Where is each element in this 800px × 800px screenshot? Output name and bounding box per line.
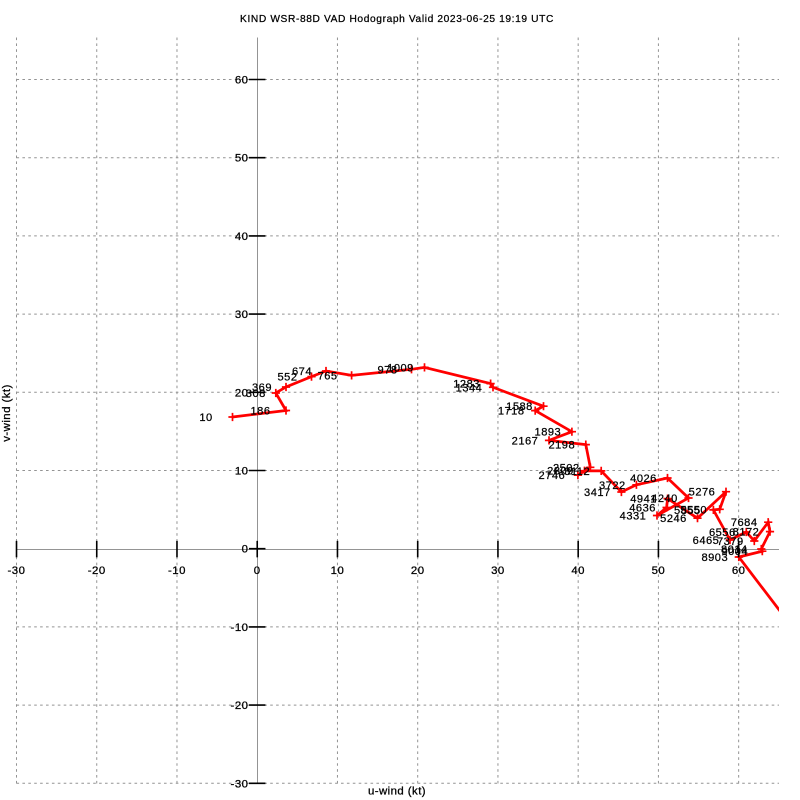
svg-text:5246: 5246	[660, 513, 687, 525]
svg-text:978: 978	[377, 364, 397, 376]
svg-text:5855: 5855	[674, 505, 701, 517]
svg-text:3417: 3417	[584, 487, 611, 499]
svg-text:369: 369	[252, 382, 272, 394]
svg-text:1718: 1718	[498, 406, 525, 418]
svg-text:308: 308	[246, 388, 266, 400]
svg-text:1344: 1344	[456, 382, 483, 394]
svg-text:2809: 2809	[547, 466, 574, 478]
svg-text:3112: 3112	[564, 466, 590, 478]
svg-text:u-wind (kt): u-wind (kt)	[368, 786, 426, 798]
svg-text:4240: 4240	[651, 493, 678, 505]
svg-text:674: 674	[292, 366, 312, 378]
svg-text:9004: 9004	[721, 546, 748, 558]
svg-text:v-wind (kt): v-wind (kt)	[1, 384, 13, 441]
svg-text:10: 10	[331, 565, 345, 577]
svg-text:60: 60	[235, 75, 249, 87]
svg-text:1009: 1009	[387, 362, 414, 374]
svg-text:4636: 4636	[629, 503, 656, 515]
svg-text:0: 0	[254, 565, 261, 577]
svg-text:0: 0	[242, 544, 249, 556]
svg-text:50: 50	[235, 153, 249, 165]
svg-text:2746: 2746	[539, 470, 566, 482]
svg-text:-10: -10	[168, 565, 186, 577]
svg-text:30: 30	[235, 309, 249, 321]
svg-text:60: 60	[732, 565, 746, 577]
svg-text:30: 30	[491, 565, 505, 577]
svg-text:6556: 6556	[709, 527, 736, 539]
svg-text:8903: 8903	[701, 552, 728, 564]
svg-text:50: 50	[652, 565, 666, 577]
svg-text:8172: 8172	[733, 527, 760, 539]
svg-text:10: 10	[199, 412, 212, 424]
svg-text:7684: 7684	[731, 517, 758, 529]
svg-text:2502: 2502	[553, 462, 580, 474]
svg-text:4331: 4331	[620, 511, 647, 523]
svg-text:4026: 4026	[630, 473, 657, 485]
svg-text:-20: -20	[231, 700, 249, 712]
svg-text:3722: 3722	[599, 480, 626, 492]
svg-text:4941: 4941	[630, 494, 657, 506]
svg-text:1893: 1893	[535, 427, 562, 439]
svg-text:40: 40	[235, 231, 249, 243]
svg-text:2198: 2198	[548, 440, 575, 452]
svg-text:10: 10	[235, 466, 249, 478]
svg-text:-20: -20	[88, 565, 106, 577]
svg-text:1588: 1588	[506, 401, 533, 413]
svg-text:20: 20	[235, 387, 249, 399]
svg-text:6465: 6465	[693, 535, 720, 547]
svg-text:40: 40	[571, 565, 585, 577]
svg-text:2167: 2167	[512, 435, 539, 447]
svg-text:7379: 7379	[717, 536, 744, 548]
svg-text:1283: 1283	[453, 379, 480, 391]
svg-text:8014: 8014	[721, 544, 748, 556]
svg-text:552: 552	[277, 372, 297, 384]
svg-text:-10: -10	[231, 622, 249, 634]
svg-text:KIND WSR-88D VAD Hodograph Val: KIND WSR-88D VAD Hodograph Valid 2023-06…	[240, 14, 554, 25]
svg-text:-30: -30	[231, 778, 249, 790]
svg-text:186: 186	[250, 406, 270, 418]
svg-text:5550: 5550	[680, 504, 707, 516]
svg-text:20: 20	[411, 565, 425, 577]
svg-text:5276: 5276	[689, 487, 716, 499]
svg-text:-30: -30	[8, 565, 26, 577]
svg-text:765: 765	[318, 370, 338, 382]
